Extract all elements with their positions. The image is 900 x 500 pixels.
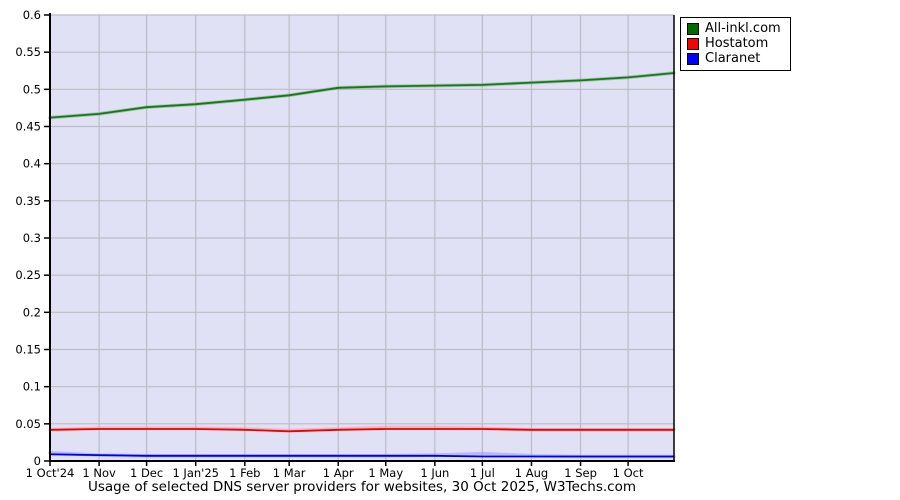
- y-tick-label: 0.4: [23, 157, 41, 171]
- y-tick-label: 0.25: [15, 268, 41, 282]
- series-line-all-inkl-com: [49, 72, 675, 119]
- legend-item-hostatom: Hostatom: [687, 36, 781, 51]
- x-tick-label: 1 Sep: [564, 466, 597, 480]
- x-tick-label: 1 May: [368, 466, 403, 480]
- y-tick-label: 0.3: [23, 231, 41, 245]
- y-tick-label: 0.15: [15, 343, 41, 357]
- chart-title: Usage of selected DNS server providers f…: [87, 479, 637, 495]
- x-tick-label: 1 Jun: [420, 466, 449, 480]
- x-tick-label: 1 Nov: [82, 466, 116, 480]
- legend-item-claranet: Claranet: [687, 51, 781, 66]
- legend-swatch-claranet-icon: [687, 52, 699, 65]
- y-tick-label: 0.05: [15, 417, 41, 431]
- y-tick-label: 0.5: [23, 82, 41, 96]
- x-tick-label: 1 Oct'24: [26, 466, 75, 480]
- x-tick-label: 1 Jan'25: [172, 466, 219, 480]
- legend-label-all-inkl: All-inkl.com: [705, 21, 781, 36]
- x-tick-label: 1 Mar: [273, 466, 306, 480]
- legend-label-claranet: Claranet: [705, 51, 761, 66]
- chart-legend: All-inkl.com Hostatom Claranet: [680, 17, 791, 71]
- x-tick-label: 1 Jul: [470, 466, 495, 480]
- legend-swatch-all-inkl-icon: [687, 22, 699, 35]
- x-tick-label: 1 Apr: [323, 466, 354, 480]
- series-line-hostatom: [49, 428, 674, 433]
- y-tick-label: 0.45: [15, 120, 41, 134]
- legend-label-hostatom: Hostatom: [705, 36, 769, 51]
- x-tick-label: 1 Oct: [613, 466, 644, 480]
- series-line-claranet: [49, 453, 674, 458]
- y-tick-label: 0.6: [23, 8, 41, 22]
- x-tick-label: 1 Dec: [130, 466, 163, 480]
- legend-item-all-inkl: All-inkl.com: [687, 21, 781, 36]
- y-tick-label: 0.35: [15, 194, 41, 208]
- y-tick-label: 0: [34, 454, 41, 468]
- y-tick-label: 0.2: [23, 305, 41, 319]
- legend-swatch-hostatom-icon: [687, 37, 699, 50]
- y-tick-label: 0.1: [23, 380, 41, 394]
- y-tick-label: 0.55: [15, 45, 41, 59]
- x-tick-label: 1 Feb: [229, 466, 260, 480]
- x-tick-label: 1 Aug: [515, 466, 548, 480]
